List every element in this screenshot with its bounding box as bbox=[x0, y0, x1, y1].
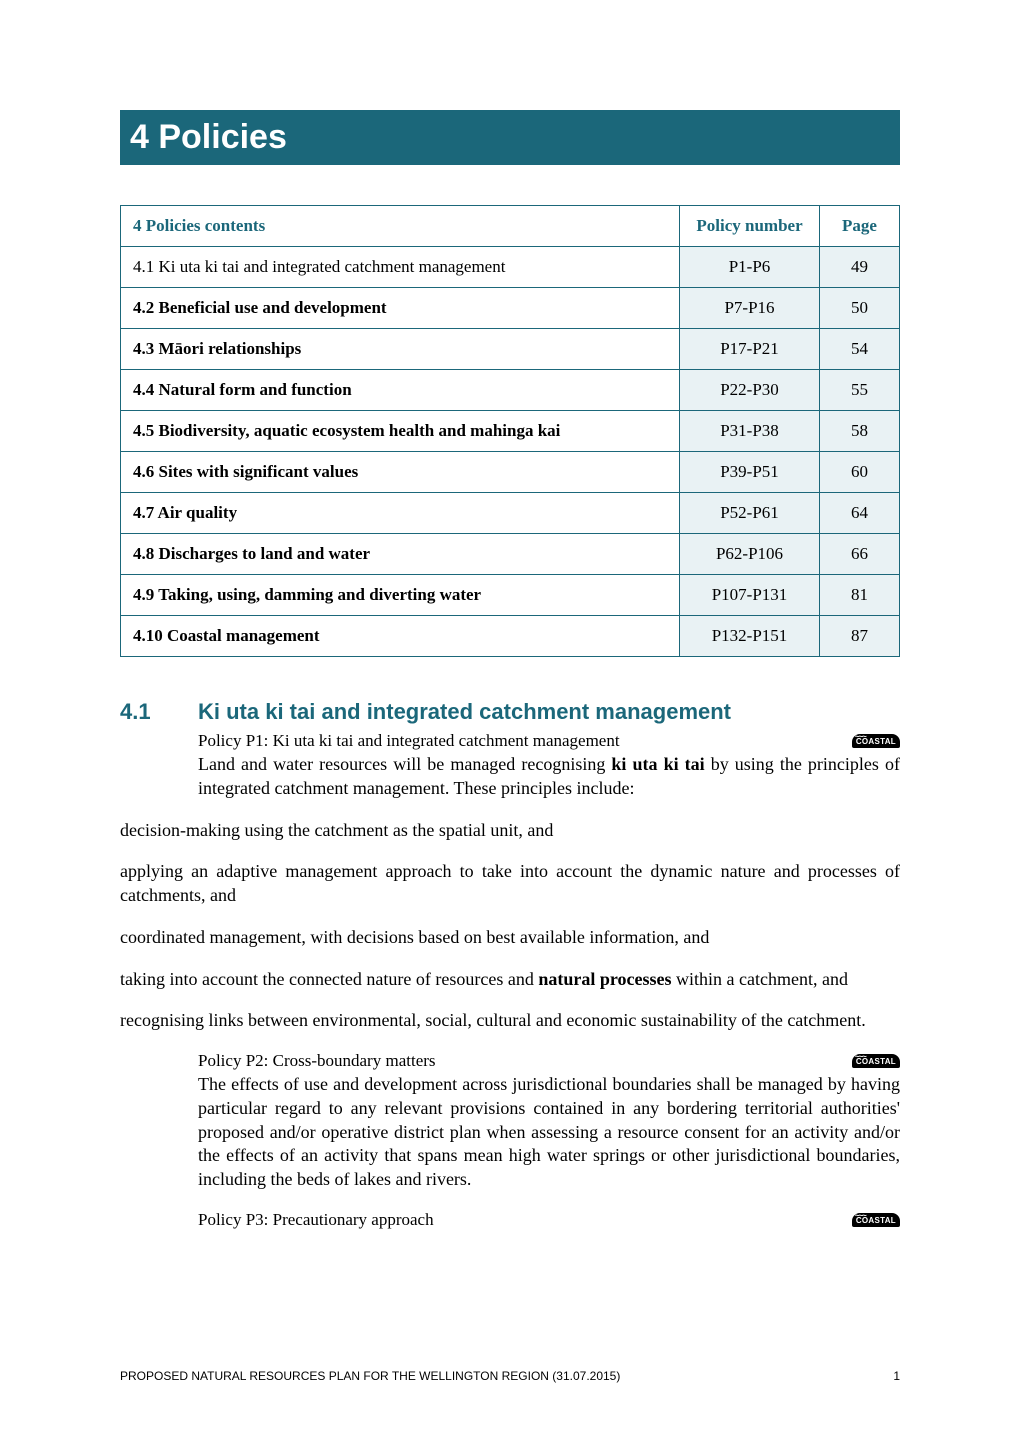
cell-topic: 4.6 Sites with significant values bbox=[121, 452, 680, 493]
p1-item4-post: within a catchment, and bbox=[672, 969, 848, 989]
coastal-icon: COASTAL bbox=[852, 734, 900, 748]
p1-item4-bold: natural processes bbox=[538, 969, 671, 989]
table-row: 4.5 Biodiversity, aquatic ecosystem heal… bbox=[121, 411, 900, 452]
p1-intro-pre: Land and water resources will be managed… bbox=[198, 754, 611, 774]
section-title: Ki uta ki tai and integrated catchment m… bbox=[198, 699, 731, 724]
cell-policy: P107-P131 bbox=[680, 575, 820, 616]
cell-topic: 4.9 Taking, using, damming and diverting… bbox=[121, 575, 680, 616]
policy-label-row: Policy P1: Ki uta ki tai and integrated … bbox=[198, 731, 900, 751]
policy-p1: Policy P1: Ki uta ki tai and integrated … bbox=[198, 731, 900, 801]
cell-page: 64 bbox=[820, 493, 900, 534]
cell-policy: P52-P61 bbox=[680, 493, 820, 534]
policy-p2-label: Policy P2: Cross-boundary matters bbox=[198, 1051, 436, 1071]
table-header-row: 4 Policies contents Policy number Page bbox=[121, 206, 900, 247]
chapter-title: 4 Policies bbox=[120, 110, 900, 165]
table-row: 4.6 Sites with significant valuesP39-P51… bbox=[121, 452, 900, 493]
cell-page: 66 bbox=[820, 534, 900, 575]
policy-p1-intro: Land and water resources will be managed… bbox=[198, 753, 900, 801]
cell-page: 87 bbox=[820, 616, 900, 657]
cell-policy: P39-P51 bbox=[680, 452, 820, 493]
p1-item-3: coordinated management, with decisions b… bbox=[120, 926, 900, 950]
cell-policy: P17-P21 bbox=[680, 329, 820, 370]
cell-page: 60 bbox=[820, 452, 900, 493]
cell-topic: 4.10 Coastal management bbox=[121, 616, 680, 657]
p1-item-5: recognising links between environmental,… bbox=[120, 1009, 900, 1033]
col-header-page: Page bbox=[820, 206, 900, 247]
table-row: 4.2 Beneficial use and developmentP7-P16… bbox=[121, 288, 900, 329]
cell-page: 50 bbox=[820, 288, 900, 329]
coastal-icon: COASTAL bbox=[852, 1054, 900, 1068]
footer-left: PROPOSED NATURAL RESOURCES PLAN FOR THE … bbox=[120, 1369, 620, 1383]
policy-label-row: Policy P3: Precautionary approach COASTA… bbox=[198, 1210, 900, 1230]
policy-p3: Policy P3: Precautionary approach COASTA… bbox=[198, 1210, 900, 1230]
section-heading: 4.1Ki uta ki tai and integrated catchmen… bbox=[120, 699, 900, 725]
table-row: 4.8 Discharges to land and waterP62-P106… bbox=[121, 534, 900, 575]
cell-topic: 4.2 Beneficial use and development bbox=[121, 288, 680, 329]
cell-policy: P62-P106 bbox=[680, 534, 820, 575]
p1-intro-bold: ki uta ki tai bbox=[611, 754, 704, 774]
policy-p1-label: Policy P1: Ki uta ki tai and integrated … bbox=[198, 731, 620, 751]
contents-table: 4 Policies contents Policy number Page 4… bbox=[120, 205, 900, 657]
table-row: 4.7 Air qualityP52-P6164 bbox=[121, 493, 900, 534]
p1-item4-pre: taking into account the connected nature… bbox=[120, 969, 538, 989]
cell-topic: 4.4 Natural form and function bbox=[121, 370, 680, 411]
policy-label-row: Policy P2: Cross-boundary matters COASTA… bbox=[198, 1051, 900, 1071]
cell-topic: 4.7 Air quality bbox=[121, 493, 680, 534]
col-header-policy: Policy number bbox=[680, 206, 820, 247]
cell-policy: P22-P30 bbox=[680, 370, 820, 411]
table-row: 4.1 Ki uta ki tai and integrated catchme… bbox=[121, 247, 900, 288]
table-row: 4.9 Taking, using, damming and diverting… bbox=[121, 575, 900, 616]
policy-p2-text: The effects of use and development acros… bbox=[198, 1073, 900, 1192]
cell-page: 49 bbox=[820, 247, 900, 288]
p1-item-2: applying an adaptive management approach… bbox=[120, 860, 900, 908]
policy-p2: Policy P2: Cross-boundary matters COASTA… bbox=[198, 1051, 900, 1192]
p1-item-4: taking into account the connected nature… bbox=[120, 968, 900, 992]
cell-topic: 4.3 Māori relationships bbox=[121, 329, 680, 370]
cell-page: 58 bbox=[820, 411, 900, 452]
cell-page: 55 bbox=[820, 370, 900, 411]
table-row: 4.4 Natural form and functionP22-P3055 bbox=[121, 370, 900, 411]
section-number: 4.1 bbox=[120, 699, 198, 725]
cell-policy: P1-P6 bbox=[680, 247, 820, 288]
cell-policy: P132-P151 bbox=[680, 616, 820, 657]
cell-topic: 4.1 Ki uta ki tai and integrated catchme… bbox=[121, 247, 680, 288]
policy-p3-label: Policy P3: Precautionary approach bbox=[198, 1210, 434, 1230]
cell-page: 54 bbox=[820, 329, 900, 370]
cell-topic: 4.8 Discharges to land and water bbox=[121, 534, 680, 575]
cell-topic: 4.5 Biodiversity, aquatic ecosystem heal… bbox=[121, 411, 680, 452]
col-header-topic: 4 Policies contents bbox=[121, 206, 680, 247]
table-row: 4.3 Māori relationshipsP17-P2154 bbox=[121, 329, 900, 370]
cell-policy: P7-P16 bbox=[680, 288, 820, 329]
page-footer: PROPOSED NATURAL RESOURCES PLAN FOR THE … bbox=[120, 1369, 900, 1383]
coastal-icon: COASTAL bbox=[852, 1213, 900, 1227]
table-row: 4.10 Coastal managementP132-P15187 bbox=[121, 616, 900, 657]
cell-page: 81 bbox=[820, 575, 900, 616]
cell-policy: P31-P38 bbox=[680, 411, 820, 452]
p1-item-1: decision-making using the catchment as t… bbox=[120, 819, 900, 843]
footer-right: 1 bbox=[893, 1369, 900, 1383]
